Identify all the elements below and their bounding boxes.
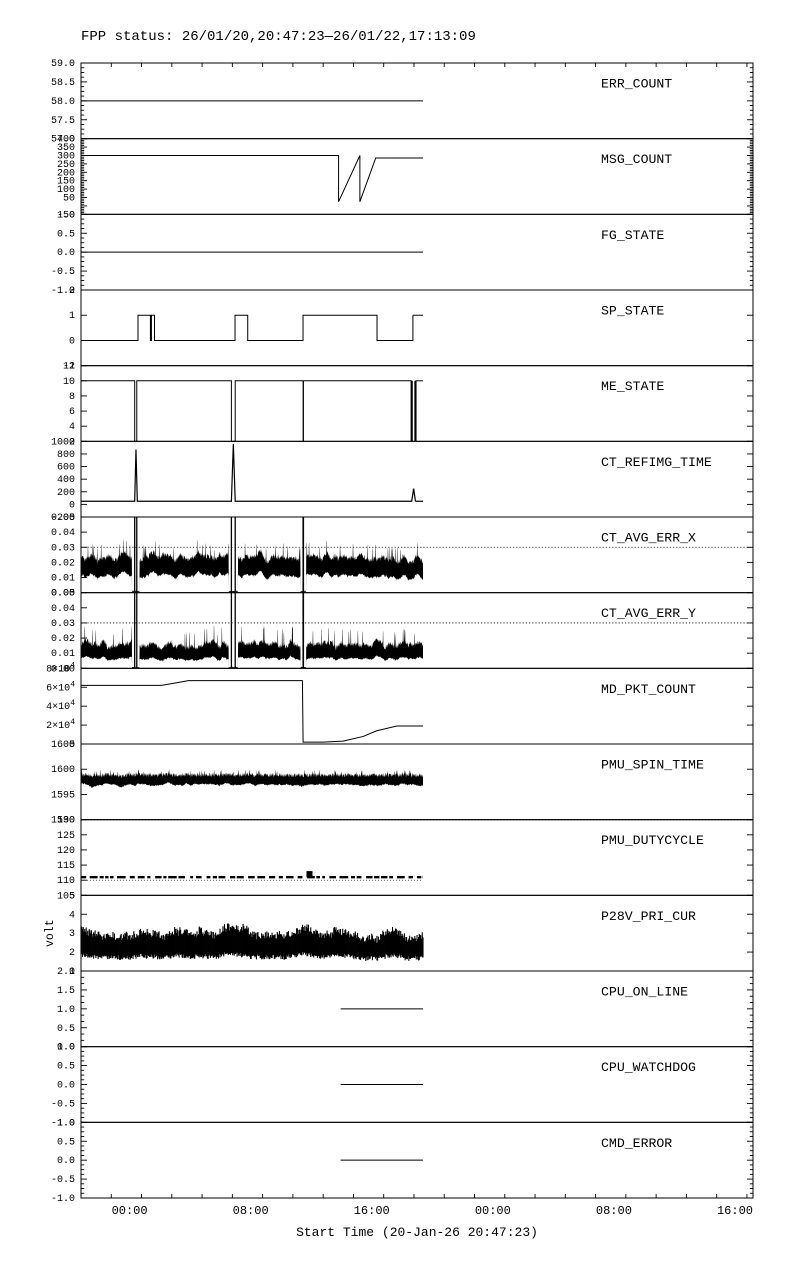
svg-text:-0.5: -0.5: [51, 1099, 75, 1110]
svg-text:-0.5: -0.5: [51, 1175, 75, 1186]
svg-text:0.01: 0.01: [51, 574, 75, 585]
svg-text:0: 0: [69, 500, 75, 511]
svg-text:0.05: 0.05: [51, 589, 75, 600]
svg-text:0.04: 0.04: [51, 604, 75, 615]
svg-text:1000: 1000: [51, 437, 75, 448]
svg-text:1.0: 1.0: [57, 1005, 75, 1016]
svg-text:12: 12: [63, 362, 75, 373]
svg-text:0.03: 0.03: [51, 619, 75, 630]
svg-text:16:00: 16:00: [717, 1204, 753, 1218]
svg-text:P28V_PRI_CUR: P28V_PRI_CUR: [601, 909, 696, 924]
svg-text:volt: volt: [44, 919, 57, 947]
svg-text:00:00: 00:00: [112, 1204, 148, 1218]
svg-text:1.0: 1.0: [57, 1118, 75, 1129]
svg-text:2: 2: [69, 286, 75, 297]
svg-text:0.02: 0.02: [51, 634, 75, 645]
svg-text:SP_STATE: SP_STATE: [601, 304, 664, 319]
svg-text:8: 8: [69, 392, 75, 403]
svg-text:125: 125: [57, 831, 75, 842]
svg-text:ERR_COUNT: ERR_COUNT: [601, 77, 672, 92]
svg-text:0: 0: [69, 336, 75, 347]
svg-text:1605: 1605: [51, 740, 75, 751]
svg-text:ME_STATE: ME_STATE: [601, 379, 664, 394]
svg-text:2: 2: [69, 948, 75, 959]
svg-text:CMD_ERROR: CMD_ERROR: [601, 1136, 672, 1151]
svg-text:800: 800: [57, 450, 75, 461]
svg-text:08:00: 08:00: [233, 1204, 269, 1218]
svg-text:FG_STATE: FG_STATE: [601, 228, 664, 243]
svg-text:1595: 1595: [51, 790, 75, 801]
svg-text:58.5: 58.5: [51, 78, 75, 89]
svg-text:2.0: 2.0: [57, 967, 75, 978]
svg-text:6: 6: [69, 407, 75, 418]
svg-text:0.02: 0.02: [51, 558, 75, 569]
svg-text:0.5: 0.5: [57, 1024, 75, 1035]
svg-text:00:00: 00:00: [475, 1204, 511, 1218]
svg-text:4: 4: [69, 422, 75, 433]
svg-text:MD_PKT_COUNT: MD_PKT_COUNT: [601, 682, 696, 697]
svg-text:200: 200: [57, 488, 75, 499]
svg-text:4: 4: [69, 910, 75, 921]
svg-text:0.04: 0.04: [51, 528, 75, 539]
svg-text:10: 10: [63, 377, 75, 388]
svg-text:MSG_COUNT: MSG_COUNT: [601, 152, 672, 167]
svg-text:3: 3: [69, 929, 75, 940]
svg-text:16:00: 16:00: [354, 1204, 390, 1218]
svg-text:0.0: 0.0: [57, 1081, 75, 1092]
svg-text:110: 110: [57, 876, 75, 887]
svg-text:08:00: 08:00: [596, 1204, 632, 1218]
svg-text:CT_AVG_ERR_Y: CT_AVG_ERR_Y: [601, 606, 696, 621]
svg-text:CPU_ON_LINE: CPU_ON_LINE: [601, 985, 688, 1000]
svg-text:CT_AVG_ERR_X: CT_AVG_ERR_X: [601, 531, 696, 546]
svg-text:0.5: 0.5: [57, 229, 75, 240]
svg-text:CT_REFIMG_TIME: CT_REFIMG_TIME: [601, 455, 712, 470]
svg-text:1: 1: [69, 311, 75, 322]
svg-text:0.05: 0.05: [51, 513, 75, 524]
svg-text:0.01: 0.01: [51, 649, 75, 660]
svg-text:1600: 1600: [51, 765, 75, 776]
svg-text:59.0: 59.0: [51, 59, 75, 70]
svg-text:-1.0: -1.0: [51, 1194, 75, 1205]
svg-text:600: 600: [57, 463, 75, 474]
svg-text:0.0: 0.0: [57, 1156, 75, 1167]
svg-text:0.03: 0.03: [51, 543, 75, 554]
svg-text:Start Time (20-Jan-26 20:47:23: Start Time (20-Jan-26 20:47:23): [296, 1225, 538, 1240]
svg-text:PMU_SPIN_TIME: PMU_SPIN_TIME: [601, 758, 704, 773]
svg-text:-0.5: -0.5: [51, 267, 75, 278]
svg-text:FPP status: 26/01/20,20:47:23—: FPP status: 26/01/20,20:47:23—26/01/22,1…: [81, 29, 476, 45]
svg-text:0.5: 0.5: [57, 1137, 75, 1148]
svg-text:0.5: 0.5: [57, 1062, 75, 1073]
svg-text:400: 400: [57, 135, 75, 146]
svg-text:58.0: 58.0: [51, 97, 75, 108]
svg-text:130: 130: [57, 816, 75, 827]
svg-text:120: 120: [57, 846, 75, 857]
svg-text:1.0: 1.0: [57, 210, 75, 221]
svg-text:CPU_WATCHDOG: CPU_WATCHDOG: [601, 1060, 696, 1075]
svg-text:115: 115: [57, 861, 75, 872]
svg-text:PMU_DUTYCYCLE: PMU_DUTYCYCLE: [601, 833, 704, 848]
svg-text:57.5: 57.5: [51, 116, 75, 127]
svg-text:0.0: 0.0: [57, 248, 75, 259]
svg-text:1.5: 1.5: [57, 986, 75, 997]
svg-text:5: 5: [69, 891, 75, 902]
svg-text:1.0: 1.0: [57, 1043, 75, 1054]
svg-text:400: 400: [57, 475, 75, 486]
